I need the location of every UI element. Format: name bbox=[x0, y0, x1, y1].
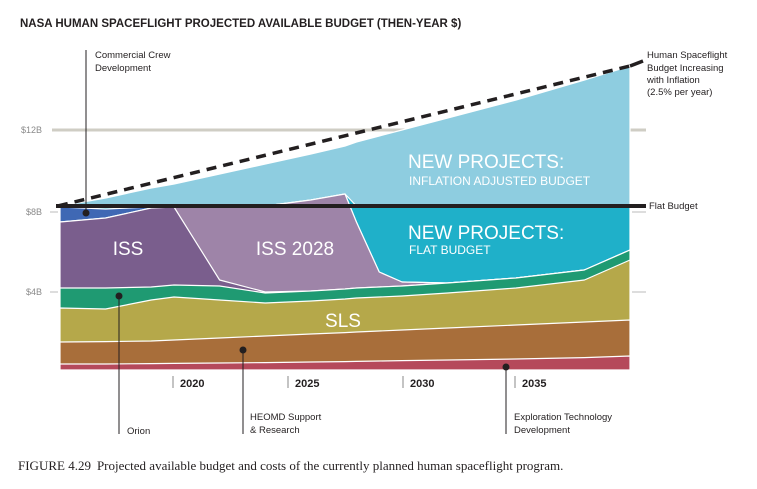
label-new-projects-flat: NEW PROJECTS: bbox=[408, 223, 564, 244]
label-new-projects-inflation-sub: INFLATION ADJUSTED BUDGET bbox=[409, 174, 591, 188]
x-tick-label-2035: 2035 bbox=[522, 378, 546, 390]
figure-caption: FIGURE 4.29 Projected available budget an… bbox=[18, 458, 563, 473]
annotation-heomd-line1: HEOMD Support bbox=[250, 412, 322, 423]
line-inflation-budget-extension bbox=[629, 59, 644, 68]
dot-orion bbox=[115, 292, 123, 300]
annotation-inflation-line1: Human Spaceflight bbox=[647, 50, 728, 61]
annotation-inflation-line2: Budget Increasing bbox=[647, 63, 724, 74]
x-axis: 2020 2025 2030 2035 bbox=[172, 376, 546, 390]
annotation-inflation-line4: (2.5% per year) bbox=[647, 87, 712, 98]
y-axis: $12B $8B $4B bbox=[21, 125, 646, 297]
y-tick-label-8b: $8B bbox=[26, 207, 42, 217]
area-heomd-support-research bbox=[59, 319, 631, 371]
label-new-projects-inflation: NEW PROJECTS: bbox=[408, 152, 564, 173]
caption-text: Projected available budget and costs of … bbox=[97, 458, 563, 473]
stacked-areas bbox=[59, 65, 631, 371]
label-iss: ISS bbox=[113, 239, 144, 260]
annotation-exploration-line2: Development bbox=[514, 425, 570, 436]
annotation-flat-budget: Flat Budget bbox=[649, 201, 698, 212]
annotation-commercial-crew-line2: Development bbox=[95, 63, 151, 74]
chart-title: NASA HUMAN SPACEFLIGHT PROJECTED AVAILAB… bbox=[20, 18, 461, 30]
annotation-inflation-line3: with Inflation bbox=[646, 75, 700, 86]
annotation-orion: Orion bbox=[127, 426, 150, 437]
annotations: Commercial Crew Development Human Spacef… bbox=[82, 50, 728, 437]
x-tick-label-2030: 2030 bbox=[410, 378, 434, 390]
y-tick-label-12b: $12B bbox=[21, 125, 42, 135]
label-new-projects-flat-sub: FLAT BUDGET bbox=[409, 243, 491, 257]
annotation-exploration-line1: Exploration Technology bbox=[514, 412, 612, 423]
dot-exploration bbox=[502, 363, 510, 371]
x-tick-label-2025: 2025 bbox=[295, 378, 319, 390]
y-tick-label-4b: $4B bbox=[26, 287, 42, 297]
x-tick-label-2020: 2020 bbox=[180, 378, 204, 390]
area-exploration-technology-development bbox=[59, 355, 631, 371]
annotation-commercial-crew-line1: Commercial Crew bbox=[95, 50, 171, 61]
dot-heomd bbox=[239, 346, 247, 354]
annotation-heomd-line2: & Research bbox=[250, 425, 300, 436]
dot-commercial-crew bbox=[82, 209, 90, 217]
label-iss-2028: ISS 2028 bbox=[256, 239, 334, 260]
label-sls: SLS bbox=[325, 311, 361, 332]
caption-label: FIGURE 4.29 bbox=[18, 458, 91, 473]
budget-lines bbox=[56, 59, 646, 208]
line-inflation-budget bbox=[57, 64, 631, 208]
